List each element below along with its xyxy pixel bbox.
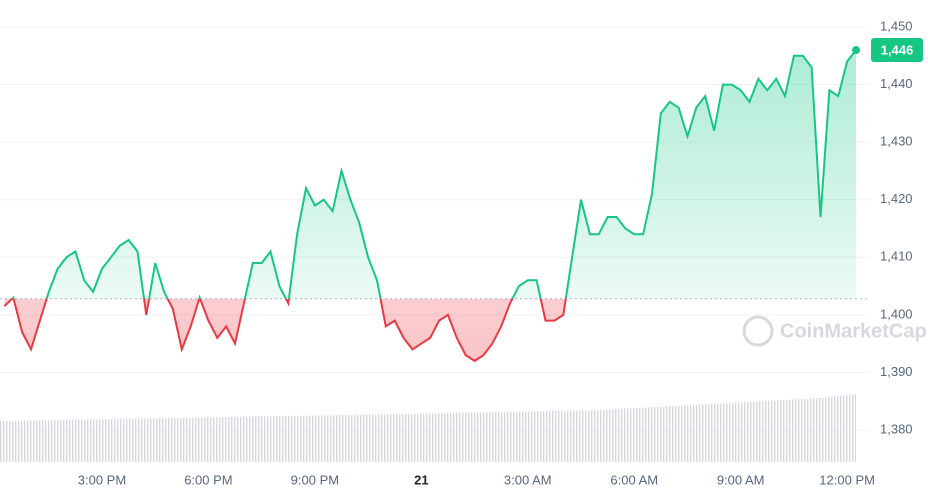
watermark: CoinMarketCap bbox=[742, 315, 927, 347]
last-point bbox=[852, 46, 860, 55]
watermark-text: CoinMarketCap bbox=[780, 320, 927, 342]
price-tag-label: 1,446 bbox=[881, 42, 914, 57]
y-tick-label: 1,390 bbox=[880, 364, 913, 379]
y-tick-label: 1,400 bbox=[880, 306, 913, 321]
x-tick-label: 3:00 PM bbox=[78, 472, 126, 487]
volume-bars bbox=[0, 394, 856, 462]
y-tick-label: 1,440 bbox=[880, 76, 913, 91]
x-tick-label: 9:00 AM bbox=[717, 472, 765, 487]
x-tick-label: 9:00 PM bbox=[291, 472, 339, 487]
x-tick-label: 21 bbox=[414, 472, 428, 487]
x-tick-label: 12:00 PM bbox=[819, 472, 875, 487]
price-tag bbox=[871, 38, 923, 63]
price-line-up bbox=[10, 49, 857, 299]
y-tick-label: 1,420 bbox=[880, 191, 913, 206]
x-tick-label: 3:00 AM bbox=[504, 472, 552, 487]
y-tick-label: 1,450 bbox=[880, 18, 913, 33]
price-line-down bbox=[3, 298, 567, 363]
area-up bbox=[4, 50, 856, 299]
y-tick-label: 1,380 bbox=[880, 421, 913, 436]
y-tick-label: 1,430 bbox=[880, 134, 913, 149]
x-tick-label: 6:00 PM bbox=[184, 472, 232, 487]
area-down bbox=[4, 298, 566, 361]
x-tick-label: 6:00 AM bbox=[610, 472, 658, 487]
y-tick-label: 1,410 bbox=[880, 249, 913, 264]
